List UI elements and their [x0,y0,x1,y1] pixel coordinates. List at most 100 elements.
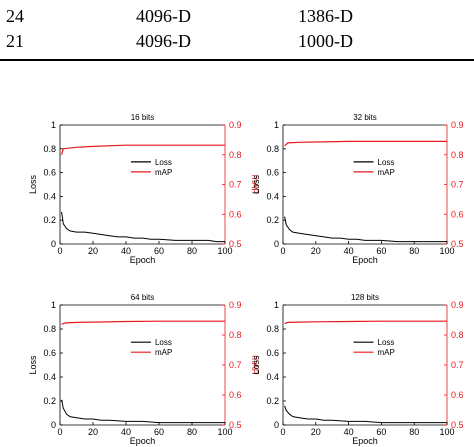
chart-panel: 128 bits 0 20 40 60 80 100 0 0.2 0.4 0.6 0.8 1 0.5 0.6… [251,293,474,446]
x-tick-label: 60 [154,246,164,256]
map-series-line [61,144,225,155]
y-tick-label: 0.2 [43,396,56,406]
chart-panel: 64 bits 0 20 40 60 80 100 0 0.2 0.4 0.6 0.8 1 0.5 0.6 0… [28,293,260,446]
legend-loss-label: Loss [378,158,395,167]
y-axis-label: Loss [251,355,261,375]
y2-axis-label: mAP [250,355,260,375]
table-row: 24 4096-D 1386-D [0,6,474,30]
chart-title: 32 bits [353,113,377,122]
x-axis-label: Epoch [130,436,156,446]
legend-loss-label: Loss [155,338,172,347]
chart-title: 16 bits [131,113,155,122]
legend-map-label: mAP [155,348,172,357]
x-tick-label: 80 [187,427,197,437]
y2-tick-label: 0.9 [229,300,242,310]
y-tick-label: 0.4 [266,372,279,382]
y-tick-label: 0.8 [266,144,279,154]
x-tick-label: 100 [439,246,454,256]
legend-loss-label: Loss [378,338,395,347]
y-tick-label: 0.8 [43,324,56,334]
y-axis-label: Loss [28,355,38,375]
y-tick-label: 0.4 [43,191,56,201]
y2-tick-label: 0.6 [451,390,464,400]
chart-title: 128 bits [351,293,379,302]
y2-tick-label: 0.6 [451,209,464,219]
y-tick-label: 1 [51,120,56,130]
legend-map-label: mAP [378,348,395,357]
y-tick-label: 1 [51,300,56,310]
y2-tick-label: 0.7 [451,360,464,370]
y-tick-label: 1 [274,120,279,130]
table-cell: 1000-D [298,31,353,51]
table-row: 21 4096-D 1000-D [0,31,474,55]
y-tick-label: 0 [274,420,279,430]
y-tick-label: 0 [51,239,56,249]
table-cell: 21 [6,31,24,51]
x-tick-label: 60 [376,246,386,256]
x-tick-label: 0 [57,427,62,437]
legend-loss-label: Loss [155,158,172,167]
y-tick-label: 0.6 [266,168,279,178]
y-axis-label: Loss [251,174,261,194]
chart-panel: 32 bits 0 20 40 60 80 100 0 0.2 0.4 0.6 0.8 1 0.5 0.6 0… [251,113,474,265]
x-tick-label: 0 [280,427,285,437]
y2-axis-label: mAP [250,175,260,195]
y-tick-label: 0.2 [266,396,279,406]
x-tick-label: 40 [344,427,354,437]
x-tick-label: 80 [187,246,197,256]
y-tick-label: 0.2 [43,215,56,225]
y2-tick-label: 0.8 [229,330,242,340]
x-tick-label: 80 [409,246,419,256]
x-tick-label: 20 [311,427,321,437]
y2-tick-label: 0.7 [451,180,464,190]
loss-series-line [61,399,225,424]
x-axis-label: Epoch [352,436,378,446]
x-tick-label: 0 [57,246,62,256]
x-tick-label: 20 [88,427,98,437]
legend-map-label: mAP [378,168,395,177]
y2-tick-label: 0.6 [229,209,242,219]
loss-series-line [61,211,225,243]
y-tick-label: 0 [274,239,279,249]
y2-tick-label: 0.5 [229,239,242,249]
x-tick-label: 40 [121,246,131,256]
y-tick-label: 0.6 [266,348,279,358]
y-tick-label: 0.4 [266,191,279,201]
results-table: 24 4096-D 1386-D 21 4096-D 1000-D [0,0,474,64]
map-series-line [61,320,225,325]
y-tick-label: 0.8 [266,324,279,334]
map-series-line [284,320,447,325]
x-axis-label: Epoch [352,255,378,265]
y2-axis-label: mAP [472,175,474,195]
y-tick-label: 0.6 [43,348,56,358]
y2-tick-label: 0.5 [451,420,464,430]
table-cell: 4096-D [136,6,191,26]
legend-map-label: mAP [155,168,172,177]
y2-tick-label: 0.8 [451,150,464,160]
chart-title: 64 bits [131,293,155,302]
y-tick-label: 0.2 [266,215,279,225]
y2-tick-label: 0.9 [451,120,464,130]
x-tick-label: 60 [376,427,386,437]
y2-tick-label: 0.6 [229,390,242,400]
table-cell: 1386-D [298,6,353,26]
y2-tick-label: 0.9 [451,300,464,310]
y-tick-label: 0.4 [43,372,56,382]
y-tick-label: 0.8 [43,144,56,154]
x-axis-label: Epoch [130,255,156,265]
y-tick-label: 0.6 [43,168,56,178]
y2-tick-label: 0.8 [229,150,242,160]
loss-series-line [284,216,447,243]
x-tick-label: 40 [121,427,131,437]
map-series-line [284,140,447,147]
y2-tick-label: 0.7 [229,360,242,370]
y2-tick-label: 0.8 [451,330,464,340]
y2-tick-label: 0.5 [451,239,464,249]
x-tick-label: 0 [280,246,285,256]
y-tick-label: 0 [51,420,56,430]
table-bottom-rule [0,59,474,61]
x-tick-label: 40 [344,246,354,256]
x-tick-label: 100 [439,427,454,437]
x-tick-label: 100 [217,246,232,256]
